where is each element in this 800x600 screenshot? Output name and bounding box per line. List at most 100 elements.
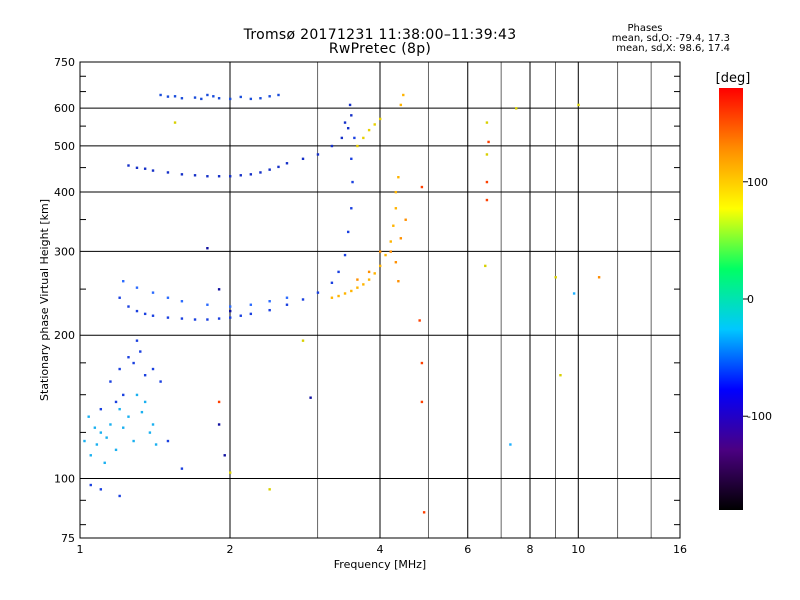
data-point [249, 97, 253, 101]
data-point [350, 157, 353, 161]
y-tick-label: 300 [54, 245, 75, 258]
data-point [206, 247, 209, 250]
data-point [229, 305, 232, 308]
colorbar-tick-label: 0 [747, 293, 754, 306]
data-point [394, 207, 398, 210]
data-point [249, 173, 253, 176]
data-point [484, 264, 487, 268]
data-point [217, 97, 221, 100]
data-point [239, 95, 242, 99]
data-point [118, 296, 121, 299]
data-point [337, 294, 340, 298]
data-point [343, 121, 347, 124]
data-point [122, 426, 125, 429]
data-point [373, 272, 376, 275]
data-point [351, 180, 354, 184]
data-point [353, 136, 356, 140]
data-point [285, 296, 289, 299]
y-tick-label: 100 [54, 473, 75, 486]
data-point [348, 103, 352, 107]
data-point [109, 380, 112, 383]
data-point [87, 415, 90, 418]
chart-subtitle: RwPretec (8p) [328, 41, 432, 57]
y-axis-label: Stationary phase Virtual Height [km] [38, 199, 51, 401]
y-tick-label: 500 [54, 140, 75, 153]
data-point [139, 350, 142, 353]
data-point [487, 140, 490, 144]
x-tick-label: 8 [527, 543, 534, 556]
data-point [379, 264, 382, 268]
data-point [367, 128, 371, 132]
x-tick-label: 1 [77, 543, 84, 556]
y-axis-ticks: 75 100 200 300 400 500 600 750 [54, 56, 680, 545]
data-point [249, 312, 253, 316]
data-point [239, 314, 242, 317]
data-point [343, 292, 347, 295]
data-point [89, 454, 92, 457]
data-point [151, 423, 155, 426]
data-point [229, 97, 232, 101]
data-point [118, 407, 121, 411]
data-point [597, 276, 601, 279]
data-point [99, 407, 103, 411]
data-point [166, 296, 170, 299]
x-axis-label: Frequency [MHz] [334, 558, 426, 571]
data-point [127, 356, 130, 359]
data-point [212, 95, 215, 98]
data-point [268, 168, 271, 171]
data-point [206, 303, 209, 306]
data-point [420, 400, 424, 404]
data-point [135, 286, 139, 289]
data-point [206, 318, 209, 321]
data-point [362, 136, 365, 140]
colorbar-tick-label: -100 [747, 410, 772, 423]
data-point [268, 95, 271, 98]
data-point [127, 164, 130, 167]
data-point [402, 93, 405, 97]
data-point [420, 361, 424, 365]
plot-frame [79, 61, 681, 539]
data-point [143, 400, 147, 404]
data-points [83, 93, 601, 514]
data-point [285, 303, 289, 306]
y-tick-label: 200 [54, 329, 75, 342]
data-point [223, 454, 226, 457]
data-point [367, 270, 371, 274]
data-point [397, 280, 400, 283]
colorbar [719, 88, 743, 510]
data-point [180, 173, 184, 176]
data-point [143, 167, 147, 170]
data-point [229, 316, 232, 319]
data-point [394, 261, 398, 264]
data-point [316, 153, 320, 156]
x-tick-label: 10 [571, 543, 585, 556]
data-point [229, 309, 232, 313]
data-point [99, 431, 103, 434]
data-point [379, 117, 382, 121]
data-point [485, 121, 489, 124]
data-point [180, 300, 184, 303]
y-tick-label: 750 [54, 56, 75, 69]
data-point [559, 374, 562, 377]
data-point [143, 374, 147, 377]
data-point [206, 93, 209, 97]
data-point [109, 423, 112, 426]
data-point [515, 107, 518, 110]
data-point [301, 298, 305, 301]
data-point [404, 218, 407, 221]
data-point [151, 367, 155, 371]
data-point [394, 190, 398, 194]
data-point [114, 448, 118, 452]
data-point [180, 97, 184, 100]
colorbar-ticks: 100 0 -100 [743, 176, 772, 423]
data-point [193, 174, 197, 177]
data-point [362, 283, 365, 286]
y-tick-label: 400 [54, 186, 75, 199]
data-point [572, 292, 576, 295]
data-point [173, 95, 177, 98]
stats-x-line: mean, sd,X: 98.6, 17.4 [616, 43, 730, 54]
data-point [154, 443, 158, 446]
x-tick-label: 16 [673, 543, 687, 556]
data-point [485, 180, 489, 184]
